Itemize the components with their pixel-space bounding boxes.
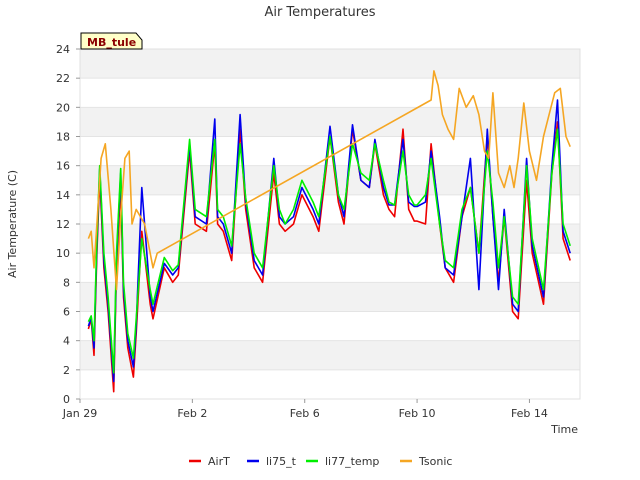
plot-band [80, 78, 580, 108]
y-tick-label: 14 [56, 189, 70, 202]
x-tick-label: Feb 10 [399, 407, 436, 420]
legend-label: li75_t [266, 455, 297, 468]
y-tick-label: 10 [56, 247, 70, 260]
x-tick-label: Jan 29 [62, 407, 97, 420]
legend-label: li77_temp [325, 455, 379, 468]
y-tick-label: 18 [56, 131, 70, 144]
y-tick-label: 12 [56, 218, 70, 231]
legend: AirT li75_t li77_temp Tsonic [189, 455, 452, 468]
y-tick-label: 20 [56, 101, 70, 114]
y-tick-label: 2 [63, 364, 70, 377]
legend-item: li75_t [247, 455, 297, 468]
legend-item: Tsonic [400, 455, 452, 468]
legend-item: AirT [189, 455, 230, 468]
plot-band [80, 282, 580, 312]
series-line-li77-temp [87, 128, 571, 374]
x-axis-ticks: Jan 29 Feb 2 Feb 6 Feb 10 Feb 14 [62, 399, 548, 420]
chart-title: Air Temperatures [264, 5, 375, 20]
plot-band [80, 340, 580, 370]
site-badge: MB_tule [80, 32, 143, 50]
x-tick-label: Feb 14 [511, 407, 548, 420]
y-tick-label: 16 [56, 160, 70, 173]
plot-band [80, 49, 580, 79]
x-tick-label: Feb 2 [177, 407, 207, 420]
legend-label: AirT [208, 455, 230, 468]
plot-band [80, 165, 580, 195]
x-tick-label: Feb 6 [290, 407, 320, 420]
y-tick-label: 22 [56, 72, 70, 85]
y-tick-label: 6 [63, 306, 70, 319]
y-tick-label: 0 [63, 393, 70, 406]
legend-item: li77_temp [306, 455, 379, 468]
plot-band [80, 369, 580, 399]
series-line-tsonic [87, 70, 571, 291]
plot-band [80, 253, 580, 283]
y-axis-label: Air Temperature (C) [6, 170, 19, 278]
site-badge-text: MB_tule [87, 36, 136, 49]
site-badge-box [80, 32, 143, 50]
y-tick-label: 24 [56, 43, 70, 56]
plot-band [80, 311, 580, 341]
legend-label: Tsonic [418, 455, 452, 468]
x-axis-label: Time [550, 423, 578, 436]
y-tick-label: 4 [63, 335, 70, 348]
series-lines [87, 70, 571, 393]
plot-band [80, 194, 580, 224]
series-line-li75-t [87, 99, 571, 383]
y-tick-label: 8 [63, 276, 70, 289]
